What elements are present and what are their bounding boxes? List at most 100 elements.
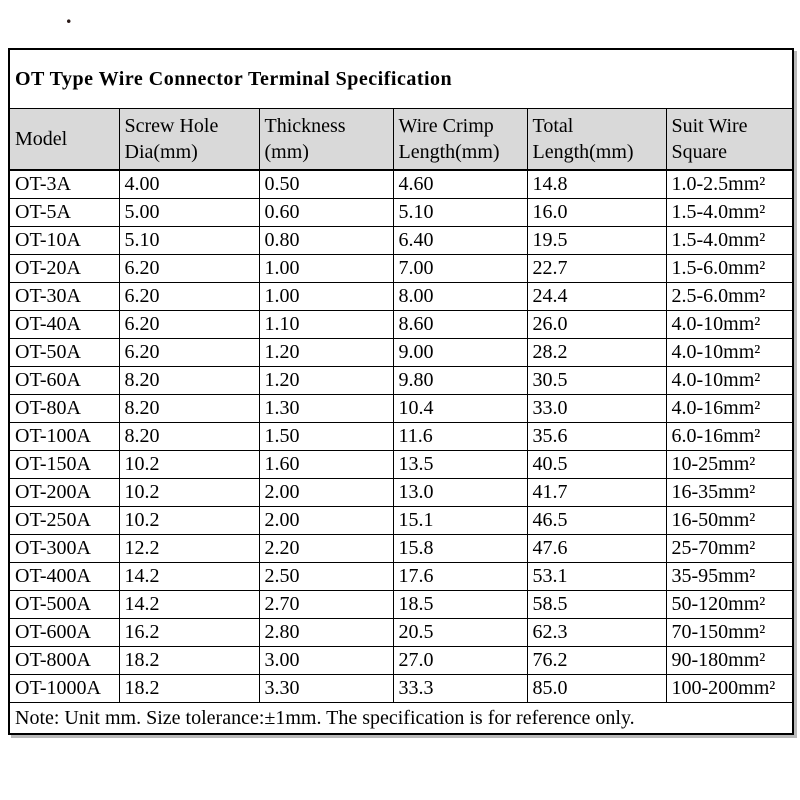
cell-thickness: 1.00 xyxy=(258,282,394,311)
cell-model: OT-20A xyxy=(8,254,120,283)
header-line: Thickness xyxy=(264,115,346,137)
table-body: OT-3A 4.00 0.50 4.60 14.8 1.0-2.5mm² OT-5A 5.00… xyxy=(8,169,794,703)
cell-screw-hole-dia: 8.20 xyxy=(118,366,260,395)
cell-suit-wire-square: 4.0-16mm² xyxy=(665,394,794,423)
cell-screw-hole-dia: 18.2 xyxy=(118,674,260,703)
cell-suit-wire-square: 4.0-10mm² xyxy=(665,366,794,395)
cell-suit-wire-square: 1.5-6.0mm² xyxy=(665,254,794,283)
cell-suit-wire-square: 1.5-4.0mm² xyxy=(665,198,794,227)
cell-wire-crimp-length: 7.00 xyxy=(392,254,528,283)
cell-wire-crimp-length: 15.8 xyxy=(392,534,528,563)
header-line: Length(mm) xyxy=(532,141,634,163)
cell-screw-hole-dia: 6.20 xyxy=(118,282,260,311)
cell-suit-wire-square: 10-25mm² xyxy=(665,450,794,479)
spec-table: OT Type Wire Connector Terminal Specific… xyxy=(8,48,795,735)
table-row: OT-100A 8.20 1.50 11.6 35.6 6.0-16mm² xyxy=(8,422,794,451)
cell-total-length: 33.0 xyxy=(526,394,667,423)
table-row: OT-600A 16.2 2.80 20.5 62.3 70-150mm² xyxy=(8,618,794,647)
cell-wire-crimp-length: 13.5 xyxy=(392,450,528,479)
cell-screw-hole-dia: 5.00 xyxy=(118,198,260,227)
cell-suit-wire-square: 100-200mm² xyxy=(665,674,794,703)
table-row: OT-150A 10.2 1.60 13.5 40.5 10-25mm² xyxy=(8,450,794,479)
header-line: Suit Wire xyxy=(671,115,748,137)
cell-screw-hole-dia: 10.2 xyxy=(118,478,260,507)
cell-suit-wire-square: 25-70mm² xyxy=(665,534,794,563)
cell-suit-wire-square: 50-120mm² xyxy=(665,590,794,619)
table-row: OT-80A 8.20 1.30 10.4 33.0 4.0-16mm² xyxy=(8,394,794,423)
cell-wire-crimp-length: 8.60 xyxy=(392,310,528,339)
cell-total-length: 85.0 xyxy=(526,674,667,703)
cell-model: OT-500A xyxy=(8,590,120,619)
cell-model: OT-3A xyxy=(8,169,120,199)
column-header-screw-hole-dia: Screw Hole Dia(mm) xyxy=(118,108,260,171)
cell-screw-hole-dia: 6.20 xyxy=(118,338,260,367)
cell-screw-hole-dia: 8.20 xyxy=(118,394,260,423)
cell-screw-hole-dia: 18.2 xyxy=(118,646,260,675)
cell-thickness: 1.20 xyxy=(258,366,394,395)
column-header-wire-crimp-length: Wire Crimp Length(mm) xyxy=(392,108,528,171)
cell-model: OT-30A xyxy=(8,282,120,311)
cell-screw-hole-dia: 16.2 xyxy=(118,618,260,647)
cell-model: OT-50A xyxy=(8,338,120,367)
cell-thickness: 2.70 xyxy=(258,590,394,619)
cell-thickness: 1.30 xyxy=(258,394,394,423)
cell-screw-hole-dia: 8.20 xyxy=(118,422,260,451)
cell-screw-hole-dia: 6.20 xyxy=(118,254,260,283)
cell-model: OT-800A xyxy=(8,646,120,675)
cell-thickness: 2.80 xyxy=(258,618,394,647)
cell-wire-crimp-length: 10.4 xyxy=(392,394,528,423)
cell-total-length: 26.0 xyxy=(526,310,667,339)
cell-wire-crimp-length: 33.3 xyxy=(392,674,528,703)
cell-wire-crimp-length: 18.5 xyxy=(392,590,528,619)
title-row: OT Type Wire Connector Terminal Specific… xyxy=(8,48,794,109)
cell-model: OT-400A xyxy=(8,562,120,591)
table-row: OT-400A 14.2 2.50 17.6 53.1 35-95mm² xyxy=(8,562,794,591)
cell-wire-crimp-length: 17.6 xyxy=(392,562,528,591)
cell-total-length: 40.5 xyxy=(526,450,667,479)
cell-total-length: 58.5 xyxy=(526,590,667,619)
cell-screw-hole-dia: 14.2 xyxy=(118,590,260,619)
cell-screw-hole-dia: 4.00 xyxy=(118,169,260,199)
cell-thickness: 3.30 xyxy=(258,674,394,703)
header-line: Model xyxy=(15,128,68,150)
cell-suit-wire-square: 90-180mm² xyxy=(665,646,794,675)
cell-total-length: 22.7 xyxy=(526,254,667,283)
cell-suit-wire-square: 6.0-16mm² xyxy=(665,422,794,451)
cell-thickness: 1.00 xyxy=(258,254,394,283)
cell-suit-wire-square: 4.0-10mm² xyxy=(665,338,794,367)
cell-thickness: 2.20 xyxy=(258,534,394,563)
cell-total-length: 47.6 xyxy=(526,534,667,563)
cell-wire-crimp-length: 4.60 xyxy=(392,169,528,199)
cell-wire-crimp-length: 6.40 xyxy=(392,226,528,255)
note-text: Note: Unit mm. Size tolerance:±1mm. The … xyxy=(8,702,794,735)
table-row: OT-60A 8.20 1.20 9.80 30.5 4.0-10mm² xyxy=(8,366,794,395)
header-line: (mm) xyxy=(264,141,309,163)
header-line: Wire Crimp xyxy=(398,115,494,137)
cell-total-length: 53.1 xyxy=(526,562,667,591)
cell-total-length: 14.8 xyxy=(526,169,667,199)
cell-thickness: 1.20 xyxy=(258,338,394,367)
cell-model: OT-40A xyxy=(8,310,120,339)
cell-model: OT-600A xyxy=(8,618,120,647)
cell-thickness: 0.60 xyxy=(258,198,394,227)
cell-wire-crimp-length: 5.10 xyxy=(392,198,528,227)
cell-suit-wire-square: 70-150mm² xyxy=(665,618,794,647)
table-row: OT-10A 5.10 0.80 6.40 19.5 1.5-4.0mm² xyxy=(8,226,794,255)
column-header-thickness: Thickness (mm) xyxy=(258,108,394,171)
cell-thickness: 2.00 xyxy=(258,506,394,535)
cell-model: OT-300A xyxy=(8,534,120,563)
header-line: Total xyxy=(532,115,574,137)
table-row: OT-20A 6.20 1.00 7.00 22.7 1.5-6.0mm² xyxy=(8,254,794,283)
cell-suit-wire-square: 1.5-4.0mm² xyxy=(665,226,794,255)
header-line: Dia(mm) xyxy=(124,141,198,163)
cell-thickness: 2.00 xyxy=(258,478,394,507)
cell-wire-crimp-length: 20.5 xyxy=(392,618,528,647)
table-row: OT-50A 6.20 1.20 9.00 28.2 4.0-10mm² xyxy=(8,338,794,367)
cell-wire-crimp-length: 13.0 xyxy=(392,478,528,507)
header-line: Square xyxy=(671,141,728,163)
column-header-suit-wire-square: Suit Wire Square xyxy=(665,108,794,171)
cell-suit-wire-square: 16-50mm² xyxy=(665,506,794,535)
table-row: OT-300A 12.2 2.20 15.8 47.6 25-70mm² xyxy=(8,534,794,563)
table-row: OT-200A 10.2 2.00 13.0 41.7 16-35mm² xyxy=(8,478,794,507)
cell-wire-crimp-length: 8.00 xyxy=(392,282,528,311)
